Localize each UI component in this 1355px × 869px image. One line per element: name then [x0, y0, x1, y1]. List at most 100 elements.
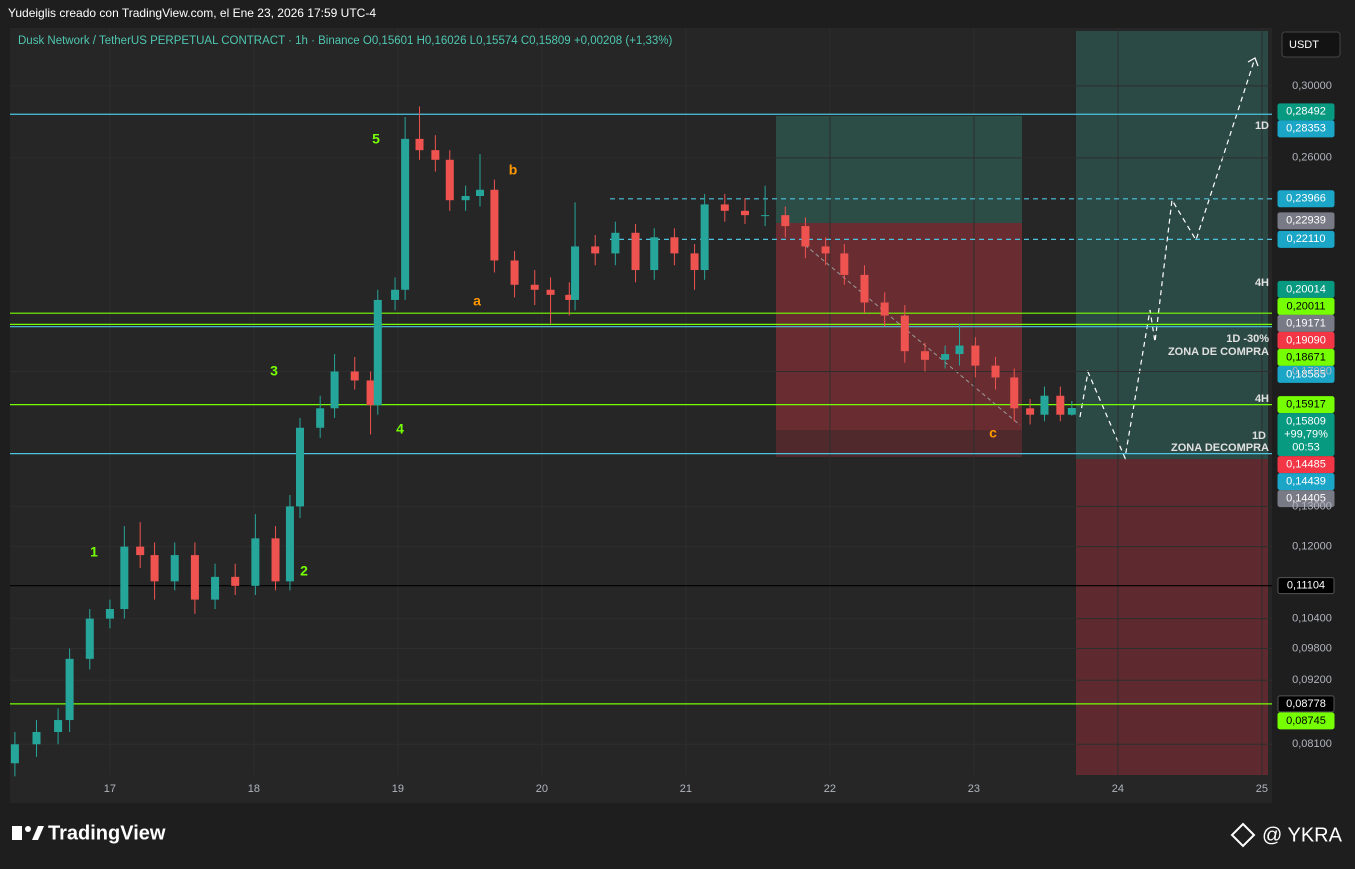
price-label: 0,28492: [1286, 106, 1326, 118]
candle-body: [1040, 395, 1049, 415]
price-label-box: [1277, 190, 1335, 208]
candle-body: [445, 159, 454, 201]
candle-body: [880, 302, 889, 316]
candle-body: [330, 371, 339, 409]
unit-button[interactable]: [1281, 31, 1341, 58]
candle-body: [761, 215, 770, 217]
x-tick-label: 24: [1112, 783, 1124, 795]
candle-body: [821, 246, 830, 254]
candle-body: [10, 744, 19, 764]
unit-label[interactable]: USDT: [1289, 39, 1319, 51]
price-label-box: [1277, 695, 1335, 713]
candle-body: [700, 204, 709, 271]
candle-body: [211, 576, 220, 600]
price-label: 0,14485: [1286, 459, 1326, 471]
candle-body: [941, 354, 950, 360]
annotation: 1D: [1252, 430, 1266, 442]
price-label-box: [1277, 314, 1335, 332]
price-label-box: [1277, 297, 1335, 315]
candle-body: [231, 576, 240, 586]
target-zone: [776, 116, 1022, 223]
candle-body: [316, 408, 325, 428]
price-label: 0,15917: [1286, 399, 1326, 411]
x-tick-label: 22: [824, 783, 836, 795]
price-label: 0,19171: [1286, 317, 1326, 329]
price-labels: 0,28492 0,28353 0,23966 0,22939 0,22110 0,200…: [1277, 103, 1335, 730]
price-label: 0,20014: [1286, 283, 1326, 295]
candle-body: [431, 150, 440, 160]
annotation: ZONA DE COMPRA: [1168, 346, 1269, 358]
candle-body: [136, 546, 145, 556]
wave-label: 3: [270, 363, 278, 379]
candle-body: [391, 289, 400, 300]
author: @ YKRA: [1262, 824, 1343, 846]
annotation: 1D -30%: [1226, 333, 1269, 345]
wave-label: 4: [396, 421, 404, 437]
wave-label: 2: [300, 563, 308, 579]
price-label-extra: +99,79%: [1284, 429, 1328, 441]
candle-body: [670, 237, 679, 254]
price-label-box: [1277, 103, 1335, 121]
logo-mark: [12, 826, 22, 840]
candle-body: [631, 232, 640, 271]
logo-mark: [25, 826, 31, 832]
candle-body: [740, 210, 749, 216]
target-zone: [1076, 31, 1268, 459]
candle-body: [296, 427, 305, 507]
stop-zone: [1076, 459, 1268, 775]
candle-body: [120, 546, 129, 610]
candle-body: [591, 246, 600, 254]
price-label-box: [1277, 230, 1335, 248]
price-label-extra: 00:53: [1292, 442, 1320, 454]
candle-body: [801, 226, 810, 247]
y-tick-label: 0,26000: [1292, 152, 1332, 164]
symbol-legend: Dusk Network / TetherUS PERPETUAL CONTRA…: [18, 35, 673, 47]
logo-mark: [32, 826, 44, 840]
candle-body: [170, 555, 179, 582]
candle-body: [271, 538, 280, 582]
annotation: 1D: [1255, 120, 1269, 132]
price-label-box: [1277, 120, 1335, 138]
candle-body: [611, 232, 620, 254]
y-tick-label: 0,30000: [1292, 80, 1332, 92]
candle-body: [781, 215, 790, 227]
price-label-box: [1277, 473, 1335, 491]
candle-body: [510, 260, 519, 285]
x-tick-label: 19: [392, 783, 404, 795]
price-label: 0,08745: [1286, 715, 1326, 727]
candle-body: [840, 253, 849, 275]
y-tick-label: 0,17000: [1292, 365, 1332, 377]
y-tick-label: 0,12000: [1292, 541, 1332, 553]
candle-body: [251, 538, 260, 586]
candle-body: [1067, 407, 1076, 415]
price-label: 0,22939: [1286, 215, 1326, 227]
candle-body: [190, 555, 199, 600]
candle-body: [285, 506, 294, 582]
candle-body: [490, 189, 499, 261]
candle-body: [85, 618, 94, 659]
annotation: 4H: [1255, 277, 1269, 289]
price-label-box: [1277, 577, 1335, 595]
price-label-box: [1277, 490, 1335, 508]
price-label: 0,23966: [1286, 193, 1326, 205]
candle-body: [401, 138, 410, 290]
candle-body: [900, 315, 909, 352]
y-tick-label: 0,13000: [1292, 500, 1332, 512]
price-label: 0,19090: [1286, 334, 1326, 346]
price-label: 0,18671: [1286, 351, 1326, 363]
candle-body: [650, 237, 659, 271]
x-tick-label: 21: [680, 783, 692, 795]
candle-body: [571, 246, 580, 300]
candle-body: [350, 371, 359, 381]
candle-body: [955, 345, 964, 355]
stop-zone-lower: [776, 430, 1022, 457]
candle-body: [546, 289, 555, 295]
price-label: 0,28353: [1286, 123, 1326, 135]
candle-body: [720, 204, 729, 211]
price-label-box: [1277, 348, 1335, 366]
price-label: 0,11104: [1287, 580, 1325, 592]
candle-body: [373, 299, 382, 406]
candle-body: [415, 138, 424, 151]
chart-area: [10, 28, 1272, 803]
